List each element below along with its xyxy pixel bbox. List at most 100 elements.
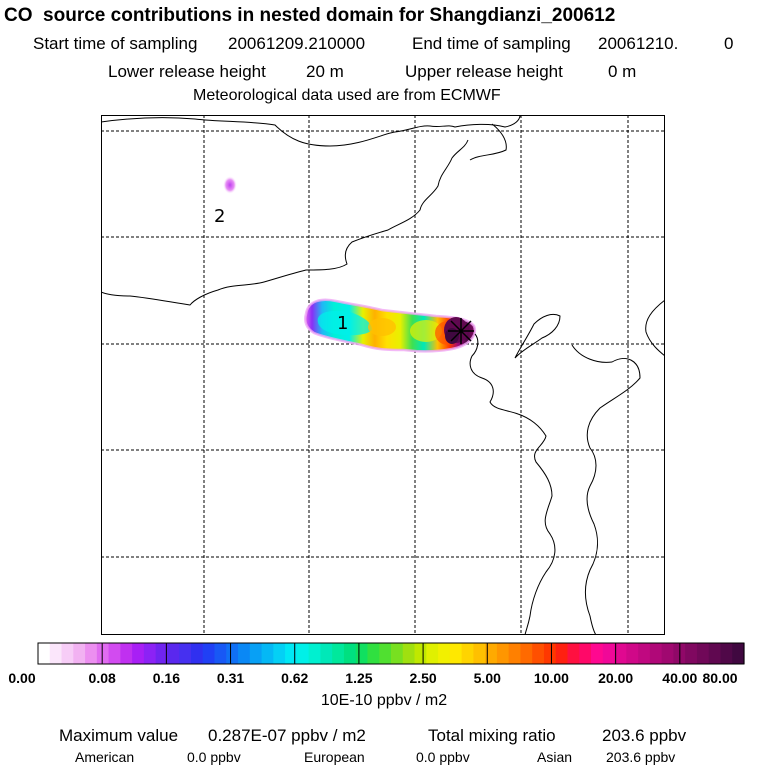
upper-release-label: Upper release height xyxy=(405,62,563,81)
colorbar-cell xyxy=(296,643,310,664)
region-american-value: 0.0 ppbv xyxy=(187,749,241,765)
colorbar-cell xyxy=(355,643,369,664)
colorbar-cell xyxy=(649,643,663,664)
region-asian-value: 203.6 ppbv xyxy=(606,749,676,765)
colorbar-tick-label: 0.00 xyxy=(8,670,36,686)
colorbar-cell xyxy=(402,643,416,664)
colorbar-cell xyxy=(685,643,698,664)
colorbar-cell xyxy=(96,643,110,664)
colorbar-tick-label: 0.08 xyxy=(88,670,116,686)
colorbar-cell xyxy=(73,643,86,664)
colorbar-tick-label: 20.00 xyxy=(598,670,634,686)
colorbar-tick-label: 0.16 xyxy=(152,670,180,686)
receptor-cross-icon xyxy=(448,318,474,344)
colorbar-cell xyxy=(696,643,710,664)
colorbar-cell xyxy=(343,643,357,664)
colorbar-cell xyxy=(214,643,227,664)
total-mixing-value: 203.6 ppbv xyxy=(602,726,687,745)
colorbar-cell xyxy=(520,643,533,664)
colorbar-cell xyxy=(308,643,321,664)
colorbar-cell xyxy=(567,643,580,664)
map-panel xyxy=(101,115,665,635)
upper-release-value: 0 m xyxy=(608,62,637,81)
region-american-name: American xyxy=(75,749,135,765)
colorbar-tick-label: 0.31 xyxy=(216,670,245,686)
colorbar-cell xyxy=(38,643,51,664)
colorbar-cell xyxy=(414,643,427,664)
colorbar-tick-label: 2.50 xyxy=(409,670,437,686)
colorbar-cell xyxy=(132,643,145,664)
colorbar-cell xyxy=(449,643,463,664)
max-value: 0.287E-07 ppbv / m2 xyxy=(208,726,366,745)
colorbar-cell xyxy=(638,643,651,664)
colorbar-cell xyxy=(708,643,722,664)
colorbar-cell xyxy=(496,643,510,664)
colorbar-tick-label: 80.00 xyxy=(702,670,738,686)
max-value-label: Maximum value xyxy=(59,726,179,745)
met-data-line: Meteorological data used are from ECMWF xyxy=(193,87,501,104)
colorbar-tick-label: 40.00 xyxy=(662,670,698,686)
end-time-label: End time of sampling xyxy=(412,34,571,53)
colorbar-cell xyxy=(426,643,439,664)
colorbar-cell xyxy=(543,643,557,664)
colorbar-tick-label: 0.62 xyxy=(281,670,309,686)
colorbar-unit: 10E-10 ppbv / m2 xyxy=(320,692,448,709)
colorbar-cell xyxy=(120,643,133,664)
page-title: CO source contributions in nested domain… xyxy=(4,5,616,26)
colorbar-cell xyxy=(379,643,392,664)
colorbar-cell xyxy=(155,643,169,664)
colorbar-cell xyxy=(720,643,733,664)
colorbar-tick-label: 10.00 xyxy=(533,670,569,686)
plume-cluster-1 xyxy=(304,298,477,353)
region-european-value: 0.0 ppbv xyxy=(416,749,470,765)
colorbar-cell xyxy=(391,643,404,664)
colorbar-tick-label: 5.00 xyxy=(473,670,501,686)
colorbar-cell xyxy=(143,643,157,664)
start-time-label: Start time of sampling xyxy=(33,34,198,53)
colorbar-cell xyxy=(532,643,545,664)
colorbar-cell xyxy=(614,643,627,664)
colorbar-cell xyxy=(661,643,674,664)
colorbar-cell xyxy=(591,643,604,664)
colorbar-cell xyxy=(485,643,498,664)
cluster-label-2: 2 xyxy=(214,206,225,227)
colorbar-cell xyxy=(367,643,380,664)
region-european-name: European xyxy=(304,749,365,765)
colorbar-cell xyxy=(732,643,745,664)
colorbar-cell xyxy=(249,643,263,664)
colorbar-cell xyxy=(261,643,274,664)
colorbar-cell xyxy=(179,643,192,664)
colorbar-cell xyxy=(320,643,333,664)
lower-release-value: 20 m xyxy=(306,62,344,81)
colorbar-cell xyxy=(238,643,251,664)
colorbar-cell xyxy=(461,643,474,664)
end-time-value: 20061210. xyxy=(598,34,679,53)
cluster-label-1: 1 xyxy=(337,313,348,334)
start-time-value: 20061209.210000 xyxy=(228,34,366,53)
colorbar-cell xyxy=(626,643,639,664)
total-mixing-label: Total mixing ratio xyxy=(428,726,556,745)
colorbar-cell xyxy=(332,643,345,664)
colorbar-cell xyxy=(273,643,286,664)
grid-lines xyxy=(101,115,665,635)
colorbar-cell xyxy=(167,643,180,664)
region-asian-name: Asian xyxy=(537,749,573,765)
colorbar-cell xyxy=(438,643,451,664)
colorbar-cell xyxy=(508,643,522,664)
colorbar-cell xyxy=(108,643,121,664)
colorbar-cell xyxy=(555,643,569,664)
colorbar-cell xyxy=(202,643,216,664)
colorbar-cell xyxy=(61,643,74,664)
plume-cluster-2 xyxy=(223,176,237,194)
colorbar xyxy=(37,642,745,665)
colorbar-cell xyxy=(579,643,592,664)
colorbar-cell xyxy=(190,643,204,664)
coastlines xyxy=(101,115,665,635)
colorbar-cell xyxy=(473,643,486,664)
colorbar-cell xyxy=(49,643,63,664)
colorbar-cell xyxy=(85,643,98,664)
colorbar-cell xyxy=(226,643,239,664)
colorbar-tick-label: 1.25 xyxy=(345,670,373,686)
end-time-extra: 0 xyxy=(724,34,734,53)
